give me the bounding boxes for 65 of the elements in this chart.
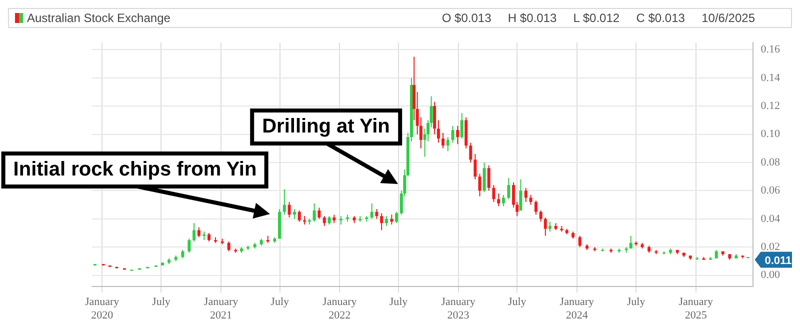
x-tick-label: January 2021	[204, 296, 239, 322]
x-tick-label: January 2022	[322, 296, 358, 322]
candlestick	[497, 193, 500, 207]
candlestick	[188, 238, 191, 254]
candlestick	[451, 125, 454, 144]
candlestick	[629, 235, 632, 250]
x-tick-label: July	[508, 296, 527, 308]
candlestick	[298, 210, 301, 222]
chart-subtitle: O $0.013 H $0.013 L $0.012 C $0.013 10/6/2025	[442, 11, 755, 25]
candlestick	[524, 187, 528, 202]
candlestick	[519, 178, 522, 211]
candlestick	[456, 125, 460, 145]
annotation: Drilling at Yin	[250, 108, 402, 146]
candlestick	[380, 212, 384, 231]
candlestick	[487, 164, 490, 192]
candlestick	[436, 120, 440, 144]
x-tick-label: July	[270, 296, 290, 308]
candlestick	[474, 154, 477, 180]
candlestick	[446, 136, 450, 152]
x-tick-label: July	[389, 296, 408, 308]
candlestick	[433, 101, 436, 135]
x-tick-label: January 2023	[441, 296, 476, 322]
candlestick	[375, 208, 378, 220]
candlestick	[370, 202, 374, 220]
annotation: Initial rock chips from Yin	[1, 152, 269, 188]
y-tick-label: 0.02	[760, 241, 780, 253]
candlestick	[544, 216, 547, 236]
x-tick-label: January 2024	[560, 296, 595, 322]
candlestick	[460, 112, 464, 140]
candlestick	[492, 184, 496, 202]
candlestick	[197, 226, 200, 238]
y-tick-label: 0.10	[760, 128, 780, 140]
annotation: 0.011	[764, 254, 792, 267]
candlestick	[482, 162, 486, 193]
y-tick-label: 0.08	[760, 156, 780, 168]
candlestick	[318, 207, 321, 220]
chart-title: Australian Stock Exchange	[27, 11, 170, 25]
y-tick-label: 0.06	[760, 184, 780, 197]
x-tick-label: July	[152, 296, 171, 308]
candlestick	[227, 240, 230, 252]
candlestick	[288, 201, 291, 218]
y-tick-label: 0.12	[760, 100, 780, 112]
candlestick	[469, 142, 472, 163]
x-tick-label: January 2020	[84, 296, 120, 322]
candlestick	[384, 216, 388, 226]
candlestick	[529, 194, 532, 206]
x-tick-label: January 2025	[678, 296, 714, 322]
x-tick-label: July	[626, 296, 646, 308]
candlestick	[502, 194, 505, 207]
candlestick	[395, 211, 398, 224]
candlestick	[534, 200, 538, 216]
candlestick	[282, 188, 286, 216]
candlestick	[322, 216, 326, 226]
y-tick-label: 0.00	[760, 269, 780, 282]
y-tick-label: 0.04	[760, 212, 780, 225]
candlestick	[507, 178, 510, 200]
candlestick	[312, 202, 316, 222]
candlestick	[548, 221, 552, 232]
candlestick	[192, 222, 196, 242]
candlestick	[539, 210, 542, 222]
y-tick-label: 0.14	[760, 72, 780, 84]
candlestick	[442, 132, 445, 149]
candlestick	[478, 173, 482, 197]
candlestick	[578, 235, 582, 248]
y-tick-label: 0.16	[760, 44, 780, 56]
